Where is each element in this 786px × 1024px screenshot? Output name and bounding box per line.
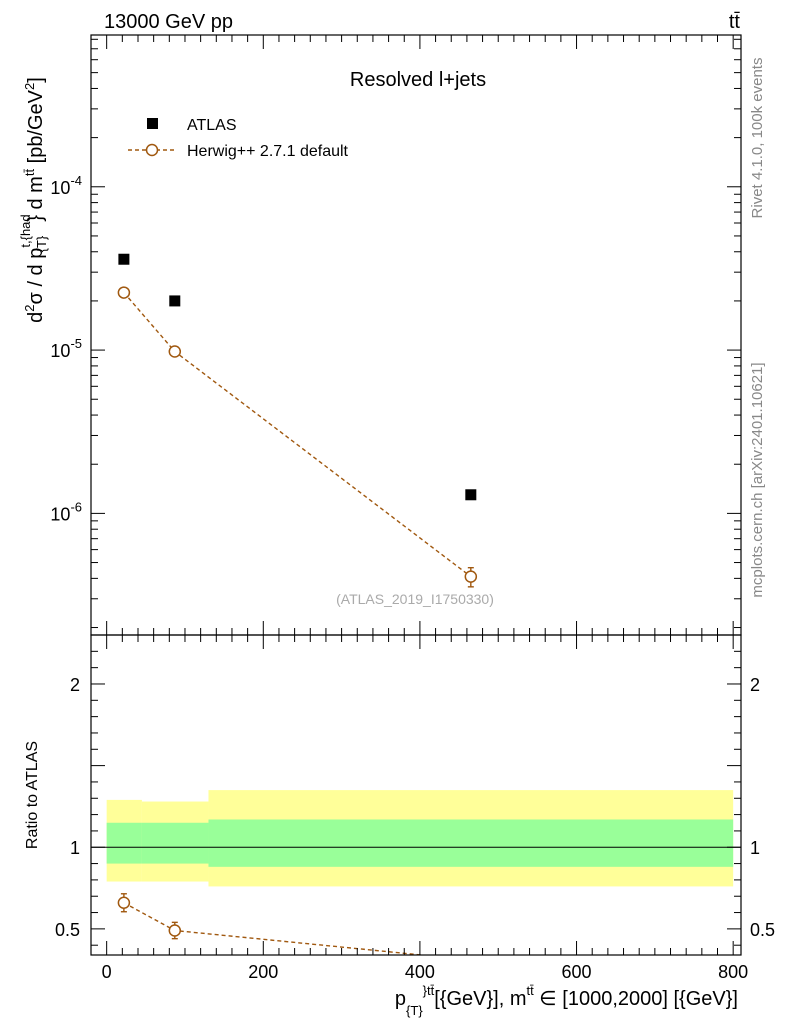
ratio-plot-data xyxy=(117,893,429,955)
header-process: tt̄ xyxy=(729,11,741,33)
ratio-herwig-point xyxy=(168,924,182,937)
ratio-y-tick-label-left: 0.5 xyxy=(55,920,80,940)
mcplots-label: mcplots.cern.ch [arXiv:2401.10621] xyxy=(749,362,766,597)
x-tick-label: 0 xyxy=(102,962,112,982)
x-tick-label: 200 xyxy=(248,962,278,982)
ratio-y-axis-label: Ratio to ATLAS xyxy=(24,741,41,849)
legend-herwig-label: Herwig++ 2.7.1 default xyxy=(187,143,349,160)
atlas-point xyxy=(118,253,130,265)
plot-title: Resolved l+jets xyxy=(350,69,486,91)
herwig-point xyxy=(168,345,182,358)
x-tick-label: 400 xyxy=(405,962,435,982)
ratio-y-tick-label-right: 2 xyxy=(750,675,760,695)
rivet-label: Rivet 4.1.0, 100k events xyxy=(749,58,766,219)
header-energy: 13000 GeV pp xyxy=(104,11,233,33)
herwig-line xyxy=(123,292,472,578)
ratio-y-tick-label-left: 2 xyxy=(70,675,80,695)
x-axis-label: p{T}}tt̄[{GeV}], mtt̄ ∈ [1000,2000] [{Ge… xyxy=(395,983,738,1018)
legend-herwig-marker xyxy=(145,143,159,157)
herwig-point xyxy=(464,570,478,583)
atlas-point xyxy=(465,489,477,501)
analysis-watermark: (ATLAS_2019_I1750330) xyxy=(336,591,494,607)
ratio-bands xyxy=(91,790,741,887)
ratio-herwig-point xyxy=(117,896,131,910)
stat-uncertainty-bin xyxy=(106,822,142,864)
main-axis-ticks: 10-4 10-5 10-6 xyxy=(50,35,741,635)
x-tick-label: 800 xyxy=(718,962,748,982)
ratio-axis-ticks: 0 200 400 600 800 0.5 0.5 1 1 2 2 xyxy=(55,635,775,982)
herwig-point xyxy=(117,286,131,299)
stat-uncertainty-bin xyxy=(208,819,734,867)
main-plot-data xyxy=(117,253,478,588)
main-y-tick-label: 10-6 xyxy=(50,499,82,524)
ratio-y-tick-label-right: 1 xyxy=(750,838,760,858)
stat-uncertainty-bin xyxy=(141,822,209,864)
main-y-tick-label: 10-5 xyxy=(50,336,82,361)
main-y-tick-label: 10-4 xyxy=(50,173,82,198)
ratio-y-tick-label-right: 0.5 xyxy=(750,920,775,940)
ratio-plot-frame xyxy=(90,634,742,956)
ratio-y-tick-label-left: 1 xyxy=(70,838,80,858)
legend-atlas-label: ATLAS xyxy=(187,117,237,134)
atlas-point xyxy=(169,295,181,307)
x-tick-label: 600 xyxy=(562,962,592,982)
main-y-axis-label: d2σ / d pt,{had{T}} d mtt̄ [pb/GeV2] xyxy=(18,77,49,323)
ratio-clipped-group xyxy=(117,893,429,955)
legend-atlas-marker xyxy=(147,118,158,129)
